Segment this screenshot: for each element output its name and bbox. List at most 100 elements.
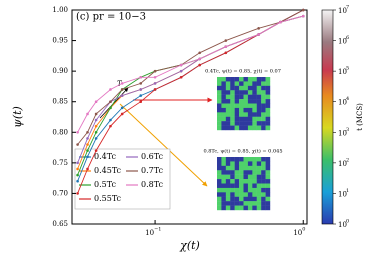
data-point [109, 124, 112, 128]
data-point [153, 75, 157, 79]
data-point [94, 149, 98, 152]
colorbar-tick-exponent: 3 [346, 127, 349, 133]
arrow [119, 103, 208, 187]
lattice-cell [225, 183, 231, 189]
lattice-cell [261, 77, 266, 82]
lattice-cell [217, 121, 222, 126]
lattice-cell [247, 125, 253, 131]
lattice-cell [217, 81, 222, 87]
lattice-cell [256, 196, 262, 202]
lattice-cell [230, 94, 235, 100]
lattice-cell [225, 125, 231, 131]
lattice-cell [252, 161, 257, 167]
lattice-cell [239, 116, 244, 122]
colorbar-tick-label: 10 [338, 38, 347, 46]
data-point [76, 192, 79, 195]
lattice-cell [247, 121, 253, 126]
lattice-cell [261, 165, 266, 171]
lattice-cell [252, 205, 257, 211]
legend-label: 0.4Tc [94, 152, 116, 161]
lattice-cell [261, 103, 266, 109]
data-point [153, 82, 157, 85]
lattice-cell [225, 99, 231, 104]
colorbar [321, 9, 334, 225]
lattice-cell [261, 94, 266, 100]
data-point [224, 51, 228, 55]
lattice-cell [252, 116, 257, 122]
data-point [198, 63, 201, 67]
lattice-cell [247, 103, 253, 109]
data-point [257, 27, 260, 30]
lattice-cell [265, 192, 271, 197]
lattice-cell [230, 116, 235, 122]
lattice-cell [252, 103, 257, 109]
lattice-cell [230, 121, 235, 126]
lattice-cell [261, 174, 266, 180]
lattice-cell [225, 192, 231, 197]
lattice-cell [225, 121, 231, 126]
lattice-cell [243, 201, 249, 206]
lattice-cell [261, 187, 266, 193]
colorbar-tick-label: 10 [338, 160, 347, 168]
lattice-cell [243, 90, 249, 95]
lattice-cell [239, 90, 244, 95]
lattice-cell [230, 205, 235, 211]
x-tick-label: 10 [293, 229, 302, 237]
lattice-cell [234, 205, 240, 211]
lattice-cell [234, 179, 240, 184]
data-point [179, 63, 183, 67]
lattice-cell [221, 174, 227, 180]
data-point [94, 124, 98, 128]
lattice-cell [265, 161, 271, 167]
lattice-cell [230, 81, 235, 87]
data-point [86, 130, 89, 134]
data-point [139, 88, 143, 91]
lattice-cell [243, 174, 249, 180]
data-point [301, 8, 305, 12]
lattice-cell [230, 85, 235, 91]
data-point [76, 167, 79, 171]
lattice-cell [234, 201, 240, 206]
lattice-cell [221, 161, 227, 167]
colorbar-tick-label: 10 [338, 68, 347, 76]
lattice-cell [221, 121, 227, 126]
lattice-cell [265, 94, 271, 100]
colorbar-tick-label: 10 [338, 129, 347, 137]
lattice-cell [230, 179, 235, 184]
lattice-cell [217, 90, 222, 95]
lattice-cell [247, 174, 253, 180]
colorbar-tick-exponent: 5 [346, 66, 349, 72]
lattice-cell [265, 103, 271, 109]
lattice-cell [217, 201, 222, 206]
colorbar-tick-exponent: 2 [346, 157, 349, 163]
lattice-cell [225, 179, 231, 184]
lattice-cell [247, 187, 253, 193]
y-tick-label: 0.80 [52, 128, 68, 136]
lattice-cell [217, 161, 222, 167]
lattice-cell [234, 165, 240, 171]
lattice-cell [265, 77, 271, 82]
lattice-cell [247, 77, 253, 82]
lattice-cell [247, 161, 253, 167]
lattice-cell [247, 99, 253, 104]
lattice-cell [230, 196, 235, 202]
data-point [153, 88, 157, 91]
lattice-cell [234, 183, 240, 189]
y-tick-label: 0.85 [52, 98, 68, 106]
lattice-cell [243, 125, 249, 131]
lattice-cell [225, 201, 231, 206]
lattice-cell [221, 201, 227, 206]
lattice-cell [217, 170, 222, 175]
lattice-cell [234, 94, 240, 100]
lattice-cell [265, 157, 271, 162]
lattice-cell [247, 179, 253, 184]
lattice-cell [256, 192, 262, 197]
lattice-cell [239, 85, 244, 91]
lattice-cell [221, 112, 227, 117]
lattice-cell [256, 77, 262, 82]
lattice-cell [225, 157, 231, 162]
arrow-label: T [117, 80, 123, 88]
lattice-cell [256, 121, 262, 126]
lattice-cell [247, 183, 253, 189]
data-point [179, 75, 183, 79]
